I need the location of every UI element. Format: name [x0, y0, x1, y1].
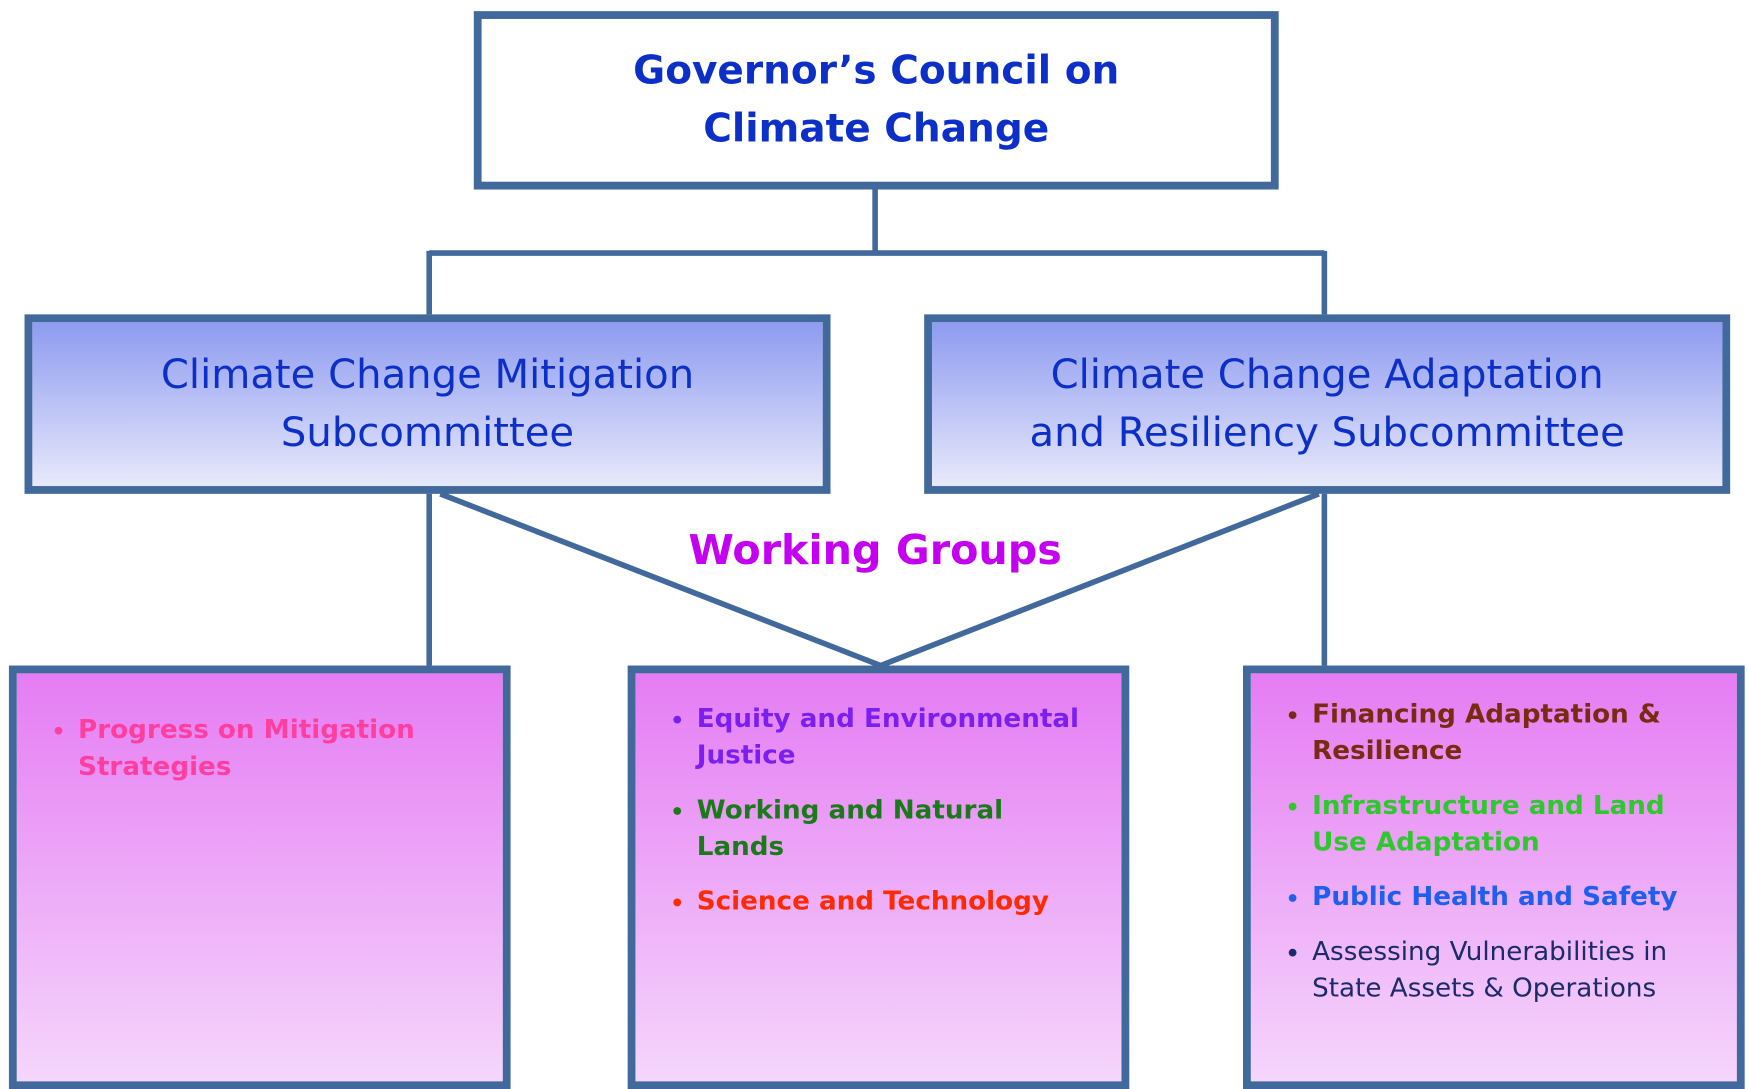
working-group-item: Infrastructure and Land Use Adaptation [1312, 787, 1737, 861]
subcommittee-title: Subcommittee [280, 409, 575, 456]
item-line: Equity and Environmental [696, 702, 1080, 734]
item-line: Assessing Vulnerabilities in [1312, 935, 1668, 967]
item-line: Resilience [1312, 734, 1463, 766]
subcommittee-box: Climate Change Mitigation Subcommittee [24, 314, 831, 494]
working-group-item: Public Health and Safety [1312, 878, 1737, 915]
working-group-item: Progress on Mitigation Strategies [78, 711, 503, 785]
item-line: State Assets & Operations [1312, 972, 1657, 1004]
group-box: Financing Adaptation & Resilience Infrastr… [1243, 665, 1745, 1089]
working-group-item: Science and Technology [697, 883, 1122, 920]
working-group-item: Financing Adaptation & Resilience [1312, 696, 1737, 770]
council-title: Climate Change [703, 107, 1050, 152]
item-line: Science and Technology [696, 885, 1049, 917]
group-box: Equity and Environmental Justice Working a… [627, 665, 1130, 1089]
item-line: Progress on Mitigation [78, 713, 415, 745]
subcommittee-title: Climate Change Mitigation [160, 351, 695, 398]
working-group-item: Assessing Vulnerabilities in State Assets… [1312, 933, 1737, 1007]
working-group-item: Equity and Environmental Justice [697, 700, 1122, 774]
item-line: Use Adaptation [1312, 826, 1540, 858]
item-line: Strategies [78, 750, 232, 782]
item-line: Lands [696, 830, 785, 862]
group-box: Progress on Mitigation Strategies [8, 665, 511, 1089]
working-groups-label: Working Groups [688, 526, 1062, 575]
subcommittee-title: Climate Change Adaptation [1050, 351, 1604, 398]
subcommittee-box: Climate Change Adaptation and Resiliency … [924, 314, 1731, 494]
item-line: Financing Adaptation & [1312, 697, 1661, 730]
working-group-item: Working and Natural Lands [697, 792, 1122, 866]
council-box: Governor’s Council on Climate Change [473, 11, 1279, 190]
connector [439, 491, 882, 669]
item-line: Public Health and Safety [1312, 880, 1678, 912]
council-title: Governor’s Council on [633, 49, 1120, 94]
item-line: Infrastructure and Land [1312, 789, 1665, 821]
subcommittee-title: and Resiliency Subcommittee [1029, 409, 1625, 456]
item-line: Working and Natural [696, 793, 1004, 825]
item-line: Justice [696, 739, 796, 771]
connector [879, 491, 1320, 669]
